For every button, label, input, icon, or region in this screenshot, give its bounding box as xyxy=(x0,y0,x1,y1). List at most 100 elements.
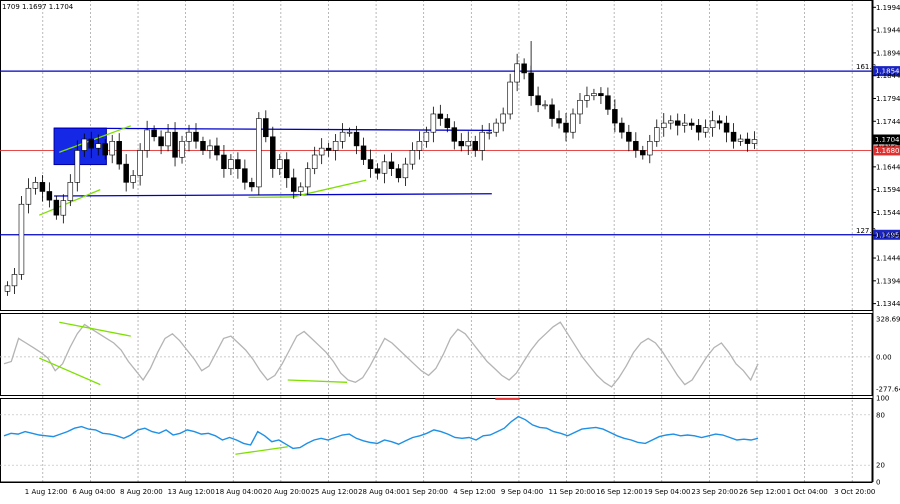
candle[interactable] xyxy=(249,182,254,187)
candle[interactable] xyxy=(312,155,317,169)
candle[interactable] xyxy=(26,188,31,204)
candle[interactable] xyxy=(550,105,555,119)
candle[interactable] xyxy=(96,144,101,149)
candle[interactable] xyxy=(522,64,527,73)
candle[interactable] xyxy=(103,144,108,155)
candle[interactable] xyxy=(480,132,485,150)
candle[interactable] xyxy=(578,100,583,114)
candle[interactable] xyxy=(180,141,185,157)
candle[interactable] xyxy=(124,164,129,182)
candle[interactable] xyxy=(591,93,596,95)
candle[interactable] xyxy=(40,182,45,191)
candle[interactable] xyxy=(110,141,115,155)
candle[interactable] xyxy=(82,139,87,150)
candle[interactable] xyxy=(640,150,645,155)
candle[interactable] xyxy=(473,141,478,150)
candle[interactable] xyxy=(494,123,499,132)
candle[interactable] xyxy=(131,176,136,183)
candle[interactable] xyxy=(284,160,289,178)
candle[interactable] xyxy=(752,140,757,144)
candle[interactable] xyxy=(543,105,548,106)
candle[interactable] xyxy=(585,96,590,101)
candle[interactable] xyxy=(326,148,331,150)
candle[interactable] xyxy=(75,150,80,182)
candle[interactable] xyxy=(340,132,345,141)
candle[interactable] xyxy=(235,160,240,169)
candle[interactable] xyxy=(738,139,743,141)
candle[interactable] xyxy=(298,187,303,192)
candle[interactable] xyxy=(145,130,150,151)
candle[interactable] xyxy=(515,64,520,82)
candle[interactable] xyxy=(228,160,233,169)
candle[interactable] xyxy=(194,132,199,141)
candle[interactable] xyxy=(263,119,268,137)
candle[interactable] xyxy=(675,121,680,126)
candle[interactable] xyxy=(361,146,366,160)
candle[interactable] xyxy=(389,162,394,169)
candle[interactable] xyxy=(12,274,17,285)
candle[interactable] xyxy=(270,137,275,169)
candle[interactable] xyxy=(459,141,464,146)
candle[interactable] xyxy=(487,132,492,133)
candle[interactable] xyxy=(424,132,429,141)
candle[interactable] xyxy=(242,169,247,183)
candle[interactable] xyxy=(173,132,178,157)
candle[interactable] xyxy=(256,119,261,187)
candle[interactable] xyxy=(368,160,373,169)
candle[interactable] xyxy=(619,123,624,132)
candle[interactable] xyxy=(5,286,10,291)
candle[interactable] xyxy=(731,132,736,141)
candle[interactable] xyxy=(508,82,513,114)
candle[interactable] xyxy=(696,125,701,132)
candle[interactable] xyxy=(403,164,408,178)
candle[interactable] xyxy=(347,132,352,133)
candle[interactable] xyxy=(557,119,562,124)
candle[interactable] xyxy=(68,182,73,200)
candle[interactable] xyxy=(710,121,715,128)
candle[interactable] xyxy=(626,132,631,141)
candle[interactable] xyxy=(689,123,694,125)
candle[interactable] xyxy=(214,146,219,155)
candle[interactable] xyxy=(605,96,610,110)
candle[interactable] xyxy=(501,114,506,123)
candle[interactable] xyxy=(382,162,387,173)
candle[interactable] xyxy=(138,150,143,175)
candle[interactable] xyxy=(598,93,603,95)
candle[interactable] xyxy=(319,148,324,155)
candle[interactable] xyxy=(47,191,52,200)
candle[interactable] xyxy=(466,141,471,146)
candle[interactable] xyxy=(745,139,750,144)
candle[interactable] xyxy=(375,169,380,174)
candle[interactable] xyxy=(564,123,569,132)
candle[interactable] xyxy=(396,169,401,178)
candle[interactable] xyxy=(717,121,722,123)
candle[interactable] xyxy=(682,123,687,125)
candle[interactable] xyxy=(333,141,338,150)
candle[interactable] xyxy=(438,114,443,119)
candle[interactable] xyxy=(571,114,576,132)
candle[interactable] xyxy=(208,146,213,151)
candle[interactable] xyxy=(452,128,457,142)
candle[interactable] xyxy=(117,141,122,164)
candle[interactable] xyxy=(654,128,659,142)
candle[interactable] xyxy=(187,132,192,141)
candle[interactable] xyxy=(54,200,59,215)
candle[interactable] xyxy=(89,139,94,148)
candle[interactable] xyxy=(61,201,66,216)
candle[interactable] xyxy=(159,137,164,146)
candle[interactable] xyxy=(633,141,638,150)
candle[interactable] xyxy=(33,182,38,188)
candle[interactable] xyxy=(703,128,708,133)
candle[interactable] xyxy=(152,130,157,137)
candle[interactable] xyxy=(668,121,673,123)
candle[interactable] xyxy=(647,141,652,155)
candle[interactable] xyxy=(431,114,436,132)
candle[interactable] xyxy=(445,119,450,128)
candle[interactable] xyxy=(724,123,729,132)
candle[interactable] xyxy=(354,132,359,146)
candle[interactable] xyxy=(305,169,310,187)
candle[interactable] xyxy=(166,132,171,146)
candle[interactable] xyxy=(19,204,24,274)
candle[interactable] xyxy=(536,96,541,105)
candle[interactable] xyxy=(612,109,617,123)
